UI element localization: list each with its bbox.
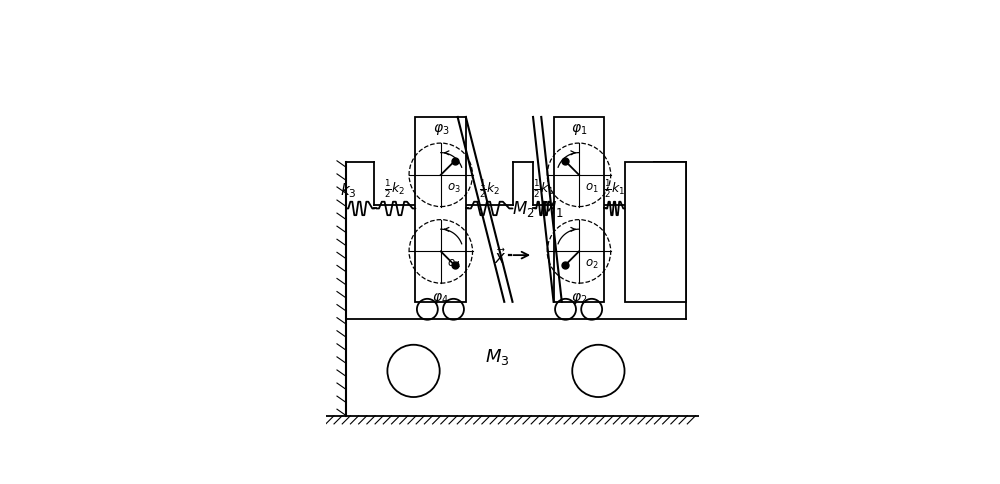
Text: $o_3$: $o_3$ [447,181,460,194]
Text: $\frac{1}{2}k_2$: $\frac{1}{2}k_2$ [479,178,500,200]
Bar [625,163,686,302]
Bar [415,118,466,302]
Text: $o_2$: $o_2$ [585,257,598,271]
Text: $\varphi_1$: $\varphi_1$ [571,122,587,137]
Text: $k_3$: $k_3$ [340,181,357,200]
Text: $\varphi_2$: $\varphi_2$ [571,290,587,305]
Bar [554,118,604,302]
Text: $\frac{1}{2}k_2$: $\frac{1}{2}k_2$ [384,178,405,200]
Text: $o_1$: $o_1$ [585,181,598,194]
Text: $\varphi_4$: $\varphi_4$ [432,290,449,305]
Text: $M_2$: $M_2$ [512,199,535,219]
Text: $o_4$: $o_4$ [447,257,460,271]
Text: $M_1$: $M_1$ [541,199,563,219]
Text: $\vec{x}$: $\vec{x}$ [494,248,506,267]
Text: $\frac{1}{2}k_1$: $\frac{1}{2}k_1$ [533,178,554,200]
Text: $\frac{1}{2}k_1$: $\frac{1}{2}k_1$ [604,178,625,200]
Text: $M_3$: $M_3$ [485,346,510,366]
Text: $\varphi_3$: $\varphi_3$ [433,122,449,137]
Bar [346,163,686,319]
